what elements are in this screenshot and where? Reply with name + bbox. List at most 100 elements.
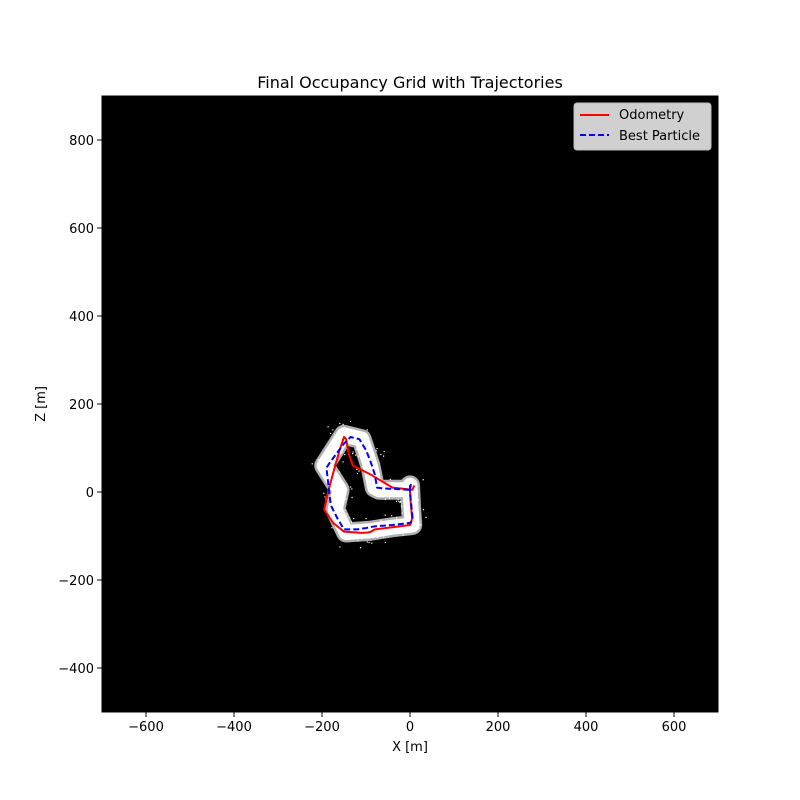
occupancy-speckle <box>384 498 387 500</box>
y-tick-label: −400 <box>58 662 94 677</box>
occupancy-speckle <box>349 443 351 445</box>
occupancy-speckle <box>389 478 391 480</box>
occupancy-speckle <box>399 530 401 533</box>
occupancy-speckle <box>362 466 364 468</box>
occupancy-speckle <box>383 455 385 457</box>
occupancy-speckle <box>366 429 368 431</box>
occupancy-speckle <box>335 519 337 521</box>
occupancy-speckle <box>352 453 354 455</box>
occupancy-speckle <box>381 489 383 492</box>
occupancy-speckle <box>402 531 404 533</box>
occupancy-speckle <box>406 529 408 531</box>
occupancy-speckle <box>339 422 341 425</box>
occupancy-speckle <box>351 496 353 499</box>
x-tick-label: 200 <box>486 720 511 735</box>
occupancy-speckle <box>350 527 352 529</box>
occupancy-speckle <box>329 442 331 445</box>
y-tick-label: 400 <box>69 310 94 325</box>
occupancy-speckle <box>422 509 425 511</box>
occupancy-speckle <box>384 514 386 516</box>
occupancy-speckle <box>367 528 369 530</box>
occupancy-speckle <box>348 517 350 519</box>
occupancy-speckle <box>339 533 342 535</box>
occupancy-speckle <box>403 497 405 499</box>
occupancy-speckle <box>377 468 380 471</box>
occupancy-speckle <box>400 500 402 502</box>
occupancy-speckle <box>396 517 398 519</box>
occupancy-speckle <box>343 447 345 449</box>
occupancy-speckle <box>407 508 409 510</box>
occupancy-speckle <box>355 454 357 456</box>
occupancy-speckle <box>407 514 410 516</box>
y-tick-label: 800 <box>69 134 94 149</box>
occupancy-speckle <box>373 454 376 456</box>
occupancy-speckle <box>319 467 322 469</box>
occupancy-speckle <box>416 508 418 510</box>
chart-title: Final Occupancy Grid with Trajectories <box>257 73 563 92</box>
occupancy-speckle <box>383 536 385 538</box>
occupancy-speckle <box>359 547 362 549</box>
occupancy-speckle <box>344 509 346 511</box>
x-axis-label: X [m] <box>392 740 428 755</box>
occupancy-speckle <box>357 447 359 449</box>
occupancy-speckle <box>366 541 368 543</box>
occupancy-speckle <box>378 473 380 475</box>
occupancy-speckle <box>346 513 348 515</box>
occupancy-speckle <box>351 488 353 490</box>
occupancy-speckle <box>362 441 364 443</box>
occupancy-speckle <box>331 467 333 469</box>
occupancy-speckle <box>335 506 338 508</box>
occupancy-speckle <box>331 527 333 529</box>
occupancy-speckle <box>355 448 357 450</box>
occupancy-speckle <box>394 494 396 496</box>
occupancy-speckle <box>416 486 418 488</box>
y-tick-label: 600 <box>69 222 94 237</box>
occupancy-speckle <box>350 486 352 488</box>
occupancy-speckle <box>398 520 400 522</box>
occupancy-speckle <box>395 500 398 502</box>
occupancy-speckle <box>339 546 341 548</box>
occupancy-speckle <box>416 500 418 502</box>
occupancy-speckle <box>355 530 357 532</box>
x-axis: −600 −400 −200 0 200 400 600 <box>128 712 686 735</box>
occupancy-speckle <box>404 508 406 510</box>
occupancy-speckle <box>405 526 407 528</box>
occupancy-speckle <box>401 512 403 514</box>
occupancy-speckle <box>331 481 333 483</box>
y-tick-label: 200 <box>69 398 94 413</box>
series-line-odometry <box>323 436 416 534</box>
occupancy-speckle <box>323 492 325 494</box>
occupancy-speckle <box>388 497 390 499</box>
occupancy-speckle <box>362 524 364 526</box>
occupancy-speckle <box>391 481 393 483</box>
occupancy-speckle <box>317 459 319 461</box>
occupancy-speckle <box>365 518 367 520</box>
occupancy-speckle <box>350 521 352 523</box>
occupancy-speckle <box>383 495 385 497</box>
occupancy-speckle <box>399 501 401 503</box>
occupancy-speckle <box>349 420 352 422</box>
x-tick-label: −400 <box>216 720 252 735</box>
occupancy-speckle <box>321 471 323 473</box>
occupancy-speckle <box>418 527 420 529</box>
occupancy-speckle <box>342 461 344 463</box>
occupancy-speckle <box>370 492 373 494</box>
occupancy-speckle <box>367 464 369 466</box>
plot-area <box>102 96 718 712</box>
occupancy-speckle <box>352 451 354 453</box>
occupancy-speckle <box>357 455 360 457</box>
occupancy-speckle <box>397 499 399 501</box>
occupancy-speckle <box>371 542 373 544</box>
y-axis-label: Z [m] <box>34 386 49 422</box>
occupancy-speckle <box>324 496 326 498</box>
occupancy-speckle <box>403 490 405 492</box>
x-tick-label: −600 <box>128 720 164 735</box>
occupancy-speckle <box>344 453 346 456</box>
occupancy-speckle <box>361 445 363 448</box>
occupancy-speckle <box>333 475 335 477</box>
occupancy-speckle <box>380 453 382 456</box>
occupancy-speckle <box>343 517 345 519</box>
y-axis: −400 −200 0 200 400 600 800 <box>58 134 102 677</box>
occupancy-speckle <box>358 470 360 472</box>
occupancy-speckle <box>327 459 329 461</box>
